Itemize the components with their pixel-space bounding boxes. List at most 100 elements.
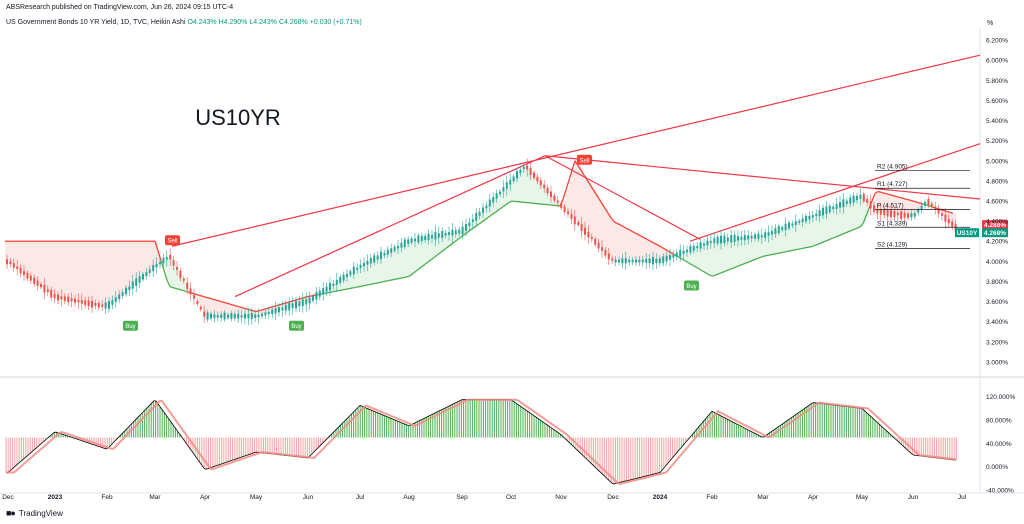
trend-fill-band [887,193,890,213]
candle-body [907,213,909,218]
osc-signal-line [6,398,957,485]
supertrend-line [472,225,477,229]
candle-body [193,295,195,299]
candle-body [247,314,250,319]
supertrend-line [286,301,291,304]
supertrend-line [844,231,849,234]
supertrend-line [721,270,726,274]
supertrend-line [628,229,633,232]
upper-channel-trendline[interactable] [171,54,981,247]
candle-body [822,207,824,216]
candle-body [257,314,260,318]
supertrend-line [394,278,399,280]
candle-body [699,242,702,249]
supertrend-line [343,288,348,291]
trend-fill-band [638,234,641,262]
trend-fill-band [449,233,452,247]
candle-body [832,206,835,210]
candle-body [675,252,678,258]
candle-body [876,209,879,214]
candle-body [155,263,158,268]
pivot-label: R2 (4.905) [877,163,908,170]
trend-fill-band [659,245,662,262]
trend-fill-band [464,229,467,235]
x-tick-label: Oct [506,494,516,501]
supertrend-line [499,206,504,210]
candle-body [927,198,930,206]
supertrend-line [688,262,693,266]
trend-fill-band [587,179,590,234]
supertrend-line [610,217,615,223]
candle-body [244,313,246,319]
candle-body [315,291,318,300]
supertrend-line [799,247,804,250]
trend-fill-band [38,241,41,284]
candle-body [250,312,253,320]
supertrend-line [154,241,159,252]
sell-signal[interactable]: Sell [165,235,180,246]
candle-body [900,211,903,220]
trend-fill-band [833,207,836,239]
candle-body [913,213,916,217]
close-value: C4.268% [278,19,308,26]
trend-fill-band [32,241,35,280]
candle-body [400,242,403,248]
buy-signal[interactable]: Buy [289,320,304,331]
supertrend-line [886,193,891,196]
candle-body [397,245,399,249]
trend-fill-band [212,298,215,317]
supertrend-line [355,286,360,288]
candle-body [679,249,682,257]
trend-fill-band [389,251,392,281]
trend-fill-band [623,226,626,262]
trend-fill-band [239,306,242,317]
supertrend-line [790,249,795,252]
trend-fill-band [452,233,455,244]
trend-fill-band [29,241,32,278]
candle-body [682,250,685,254]
trend-fill-band [824,211,827,242]
buy-signal[interactable]: Buy [123,320,138,331]
candle-body [845,200,848,204]
decline-trendline[interactable] [544,155,701,240]
candle-body [590,236,593,240]
supertrend-line [769,253,774,256]
trend-fill-band [716,240,719,275]
candle-body [203,311,206,317]
supertrend-line [910,199,915,202]
candle-body [587,231,590,238]
candle-body [567,211,569,214]
candle-body [114,297,117,302]
rising-trendline-2023[interactable] [234,155,546,298]
trend-fill-band [689,250,692,264]
footer-brand[interactable]: ■● TradingView [6,508,63,518]
trend-fill-band [119,241,122,297]
candle-body [726,237,729,242]
supertrend-line [892,194,897,198]
rising-trendline-2024[interactable] [689,143,981,242]
trend-fill-band [140,241,143,279]
osc-y-tick-label: 80.000% [986,418,1012,425]
x-tick-label: Feb [706,494,718,501]
trend-fill-band [890,194,893,213]
candle-body [87,300,90,307]
sell-signal[interactable]: Sell [577,154,592,165]
supertrend-line [328,291,333,294]
trend-fill-band [5,241,8,262]
candle-body [131,281,134,289]
trend-fill-band [503,189,506,207]
supertrend-line [181,289,186,292]
supertrend-line [508,200,513,204]
candle-body [709,240,712,243]
candle-body [553,195,556,201]
trend-fill-band [521,170,524,203]
trend-fill-band [215,299,218,317]
trend-fill-band [143,241,146,277]
trend-fill-band [71,241,74,300]
falling-resistance-trendline[interactable] [544,155,981,200]
candle-body [305,299,308,305]
candle-body [764,232,767,239]
supertrend-line [685,260,690,264]
buy-signal[interactable]: Buy [684,280,699,291]
